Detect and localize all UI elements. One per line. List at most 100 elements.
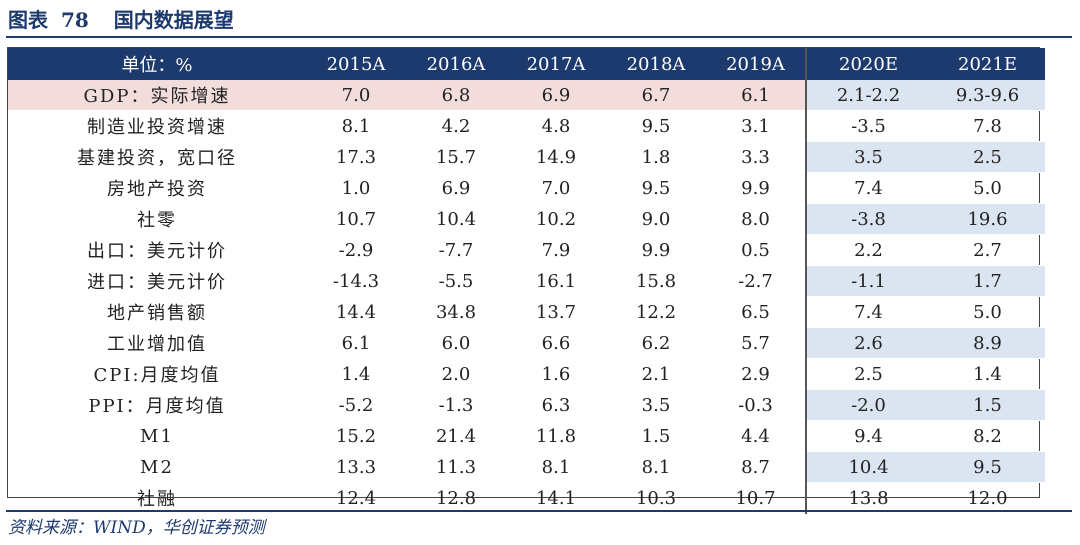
table-row: CPI:月度均值 1.4 2.0 1.6 2.1 2.9 2.5 1.4 xyxy=(8,358,1045,390)
row-label: 制造业投资增速 xyxy=(8,110,306,142)
header-2015a: 2015A xyxy=(306,48,406,80)
table-cell: 17.3 xyxy=(306,141,406,173)
table-cell: -14.3 xyxy=(306,265,406,297)
table-cell: 13.7 xyxy=(506,296,606,328)
table-cell: 6.8 xyxy=(406,80,506,111)
table-cell: 2.5 xyxy=(805,358,930,390)
table-header-row: 单位：% 2015A 2016A 2017A 2018A 2019A 2020E… xyxy=(8,48,1045,80)
table-cell: 19.6 xyxy=(930,203,1045,235)
table-cell: 3.5 xyxy=(805,141,930,173)
table-cell: 15.7 xyxy=(406,141,506,173)
row-label: GDP：实际增速 xyxy=(8,80,306,111)
table-row: 基建投资，宽口径 17.3 15.7 14.9 1.8 3.3 3.5 2.5 xyxy=(8,141,1045,173)
table-cell: 2.2 xyxy=(805,234,930,266)
header-2019a: 2019A xyxy=(706,48,806,80)
table-cell: 7.0 xyxy=(306,80,406,111)
table-cell: 9.5 xyxy=(606,172,706,204)
table-row: 房地产投资 1.0 6.9 7.0 9.5 9.9 7.4 5.0 xyxy=(8,172,1045,204)
table-cell: 1.6 xyxy=(506,358,606,390)
table-cell: -1.3 xyxy=(406,389,506,421)
table-cell: 6.1 xyxy=(306,327,406,359)
table-cell: 6.3 xyxy=(506,389,606,421)
table-cell: 6.0 xyxy=(406,327,506,359)
table-row: 社融 12.4 12.8 14.1 10.3 10.7 13.8 12.0 xyxy=(8,482,1045,514)
table-cell: 8.7 xyxy=(706,451,806,483)
table-cell: 1.7 xyxy=(930,265,1045,297)
data-table: 单位：% 2015A 2016A 2017A 2018A 2019A 2020E… xyxy=(8,48,1045,514)
table-cell: 1.0 xyxy=(306,172,406,204)
row-label: 基建投资，宽口径 xyxy=(8,141,306,173)
row-label: 社融 xyxy=(8,482,306,514)
row-label: 房地产投资 xyxy=(8,172,306,204)
table-row: M1 15.2 21.4 11.8 1.5 4.4 9.4 8.2 xyxy=(8,420,1045,452)
table-cell: 1.4 xyxy=(306,358,406,390)
figure-title: 图表 78 国内数据展望 xyxy=(8,4,234,36)
table-cell: 5.0 xyxy=(930,296,1045,328)
table-cell: 4.2 xyxy=(406,110,506,142)
row-label: 社零 xyxy=(8,203,306,235)
table-cell: 0.5 xyxy=(706,234,806,266)
figure-title-text: 国内数据展望 xyxy=(113,8,234,32)
table-cell: 13.3 xyxy=(306,451,406,483)
table-cell: 15.8 xyxy=(606,265,706,297)
table-cell: 2.7 xyxy=(930,234,1045,266)
table-cell: -0.3 xyxy=(706,389,806,421)
table-row: 地产销售额 14.4 34.8 13.7 12.2 6.5 7.4 5.0 xyxy=(8,296,1045,328)
table-cell: 8.1 xyxy=(606,451,706,483)
row-label: M2 xyxy=(8,451,306,483)
table-cell: 12.4 xyxy=(306,482,406,514)
table-cell: 9.4 xyxy=(805,420,930,452)
table-cell: -3.5 xyxy=(805,110,930,142)
header-2016a: 2016A xyxy=(406,48,506,80)
table-cell: -5.2 xyxy=(306,389,406,421)
table-cell: 3.5 xyxy=(606,389,706,421)
row-label: 地产销售额 xyxy=(8,296,306,328)
table-cell: 1.5 xyxy=(606,420,706,452)
table-cell: 8.1 xyxy=(506,451,606,483)
table-row: PPI：月度均值 -5.2 -1.3 6.3 3.5 -0.3 -2.0 1.5 xyxy=(8,389,1045,421)
row-label: 出口：美元计价 xyxy=(8,234,306,266)
table-cell: 6.6 xyxy=(506,327,606,359)
table-cell: 11.3 xyxy=(406,451,506,483)
table-cell: 11.8 xyxy=(506,420,606,452)
table-cell: 1.8 xyxy=(606,141,706,173)
table-cell: 4.4 xyxy=(706,420,806,452)
header-2017a: 2017A xyxy=(506,48,606,80)
table-cell: 14.1 xyxy=(506,482,606,514)
table-cell: 8.9 xyxy=(930,327,1045,359)
row-label: CPI:月度均值 xyxy=(8,358,306,390)
table-cell: 6.9 xyxy=(406,172,506,204)
table-cell: 13.8 xyxy=(805,482,930,514)
table-row: GDP：实际增速 7.0 6.8 6.9 6.7 6.1 2.1-2.2 9.3-9.6 xyxy=(8,80,1045,111)
table-cell: 10.7 xyxy=(706,482,806,514)
table-row: M2 13.3 11.3 8.1 8.1 8.7 10.4 9.5 xyxy=(8,451,1045,483)
table-row: 制造业投资增速 8.1 4.2 4.8 9.5 3.1 -3.5 7.8 xyxy=(8,110,1045,142)
table-cell: 5.0 xyxy=(930,172,1045,204)
table-cell: -1.1 xyxy=(805,265,930,297)
table-cell: 10.7 xyxy=(306,203,406,235)
table-cell: 12.0 xyxy=(930,482,1045,514)
header-2021e: 2021E xyxy=(930,48,1045,80)
table-cell: 8.1 xyxy=(306,110,406,142)
table-cell: 10.4 xyxy=(805,451,930,483)
bottom-rule xyxy=(6,510,1072,512)
table-cell: 2.6 xyxy=(805,327,930,359)
source-note: 资料来源：WIND，华创证券预测 xyxy=(8,518,265,538)
table-cell: 14.9 xyxy=(506,141,606,173)
table-cell: 6.5 xyxy=(706,296,806,328)
row-label: PPI：月度均值 xyxy=(8,389,306,421)
table-cell: 10.3 xyxy=(606,482,706,514)
table-cell: 15.2 xyxy=(306,420,406,452)
table-cell: 6.9 xyxy=(506,80,606,111)
table-cell: 9.0 xyxy=(606,203,706,235)
table-cell: 9.5 xyxy=(606,110,706,142)
table-cell: 1.5 xyxy=(930,389,1045,421)
table-cell: 5.7 xyxy=(706,327,806,359)
header-2018a: 2018A xyxy=(606,48,706,80)
figure-prefix: 图表 xyxy=(8,8,48,32)
table-cell: 6.1 xyxy=(706,80,806,111)
table-row: 社零 10.7 10.4 10.2 9.0 8.0 -3.8 19.6 xyxy=(8,203,1045,235)
table-row: 工业增加值 6.1 6.0 6.6 6.2 5.7 2.6 8.9 xyxy=(8,327,1045,359)
table-row: 进口：美元计价 -14.3 -5.5 16.1 15.8 -2.7 -1.1 1.7 xyxy=(8,265,1045,297)
table-cell: 7.4 xyxy=(805,172,930,204)
